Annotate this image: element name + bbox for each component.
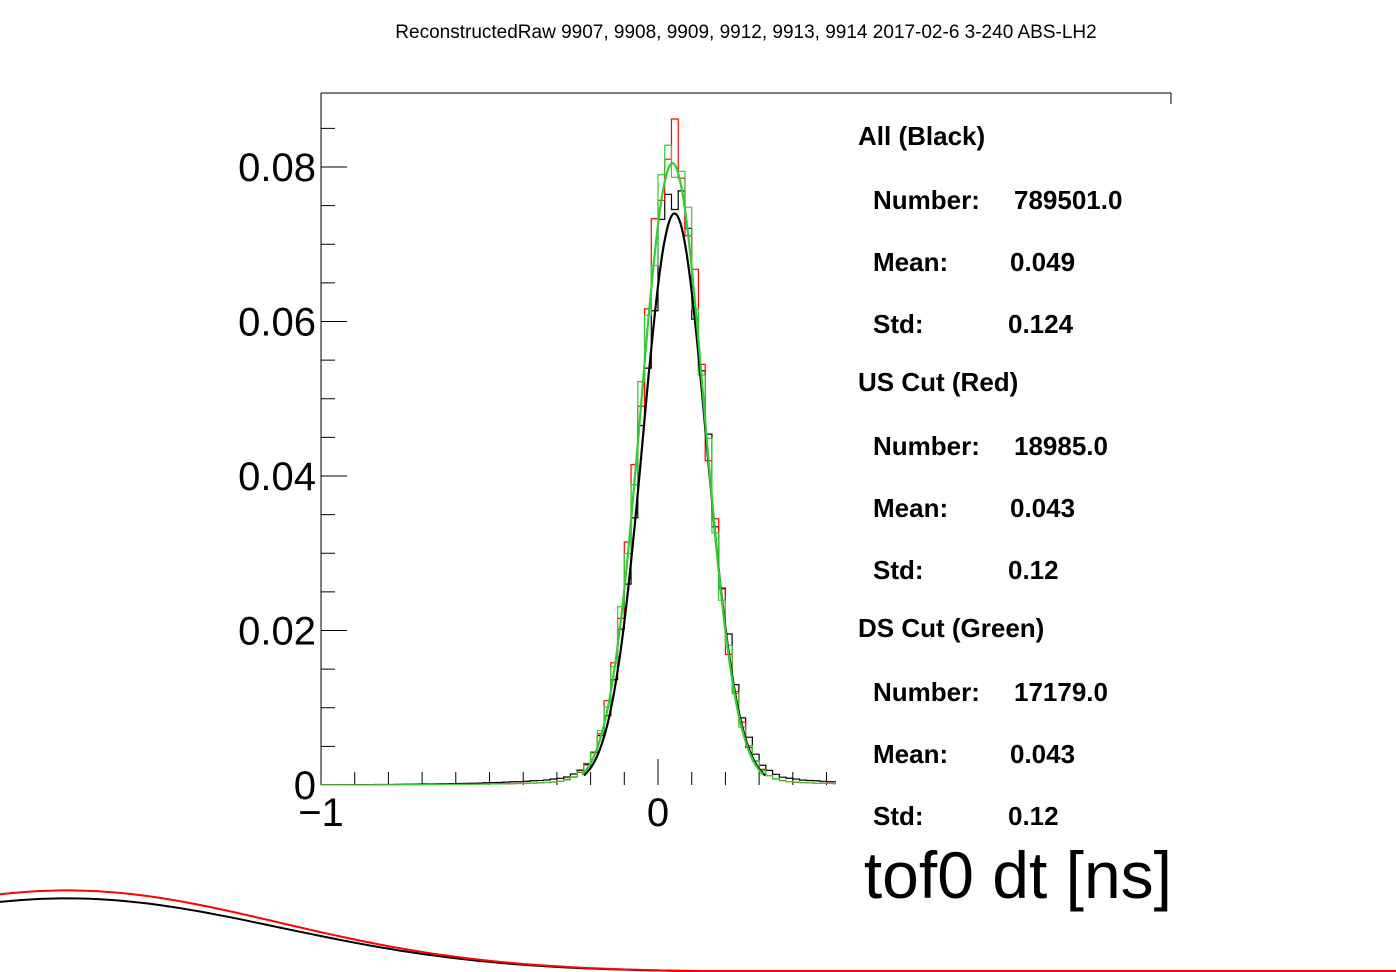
overflow-curve-red — [0, 889, 1396, 972]
stats-label: Std: — [873, 801, 924, 831]
stats-value: 0.12 — [1008, 801, 1059, 831]
stats-value: 0.124 — [1008, 309, 1074, 339]
stats-box: All (Black) Number: 789501.0 Mean: 0.049 Std:… — [858, 121, 1122, 831]
stats-value: 17179.0 — [1014, 677, 1108, 707]
stats-value: 0.043 — [1010, 493, 1075, 523]
x-tick-label: −1 — [298, 791, 344, 835]
x-tick-label: 0 — [647, 791, 669, 835]
stats-label: Std: — [873, 309, 924, 339]
stats-label: Number: — [873, 185, 980, 215]
y-tick-label: 0.04 — [238, 455, 316, 499]
histogram-ds-cut — [321, 144, 836, 786]
histogram-all — [321, 190, 836, 786]
stats-label: Mean: — [873, 247, 948, 277]
stats-label: Number: — [873, 677, 980, 707]
x-axis-label: tof0 dt [ns] — [864, 838, 1172, 912]
stats-label: Mean: — [873, 493, 948, 523]
stats-value: 0.043 — [1010, 739, 1075, 769]
y-tick-label: 0.08 — [238, 146, 316, 190]
stats-value: 18985.0 — [1014, 431, 1108, 461]
plot-curves — [321, 118, 836, 786]
overflow-curves — [0, 889, 1396, 972]
stats-header: DS Cut (Green) — [858, 613, 1044, 643]
stats-label: Mean: — [873, 739, 948, 769]
stats-label: Number: — [873, 431, 980, 461]
y-tick-label: 0.02 — [238, 610, 316, 654]
stats-label: Std: — [873, 555, 924, 585]
overflow-curve-black — [0, 897, 1396, 972]
chart-title: ReconstructedRaw 9907, 9908, 9909, 9912,… — [395, 22, 1096, 43]
stats-header: All (Black) — [858, 121, 985, 151]
plot-frame — [320, 92, 1172, 785]
y-tick-label: 0 — [294, 764, 316, 808]
stats-header: US Cut (Red) — [858, 367, 1018, 397]
stats-value: 0.049 — [1010, 247, 1075, 277]
y-axis: 0 0.02 0.04 0.06 0.08 — [238, 127, 347, 808]
x-axis: −1 0 — [298, 759, 827, 835]
fit-curve-ds-cut — [581, 161, 764, 776]
stats-value: 789501.0 — [1014, 185, 1122, 215]
y-tick-label: 0.06 — [238, 301, 316, 345]
stats-value: 0.12 — [1008, 555, 1059, 585]
histogram-us-cut — [321, 118, 836, 786]
